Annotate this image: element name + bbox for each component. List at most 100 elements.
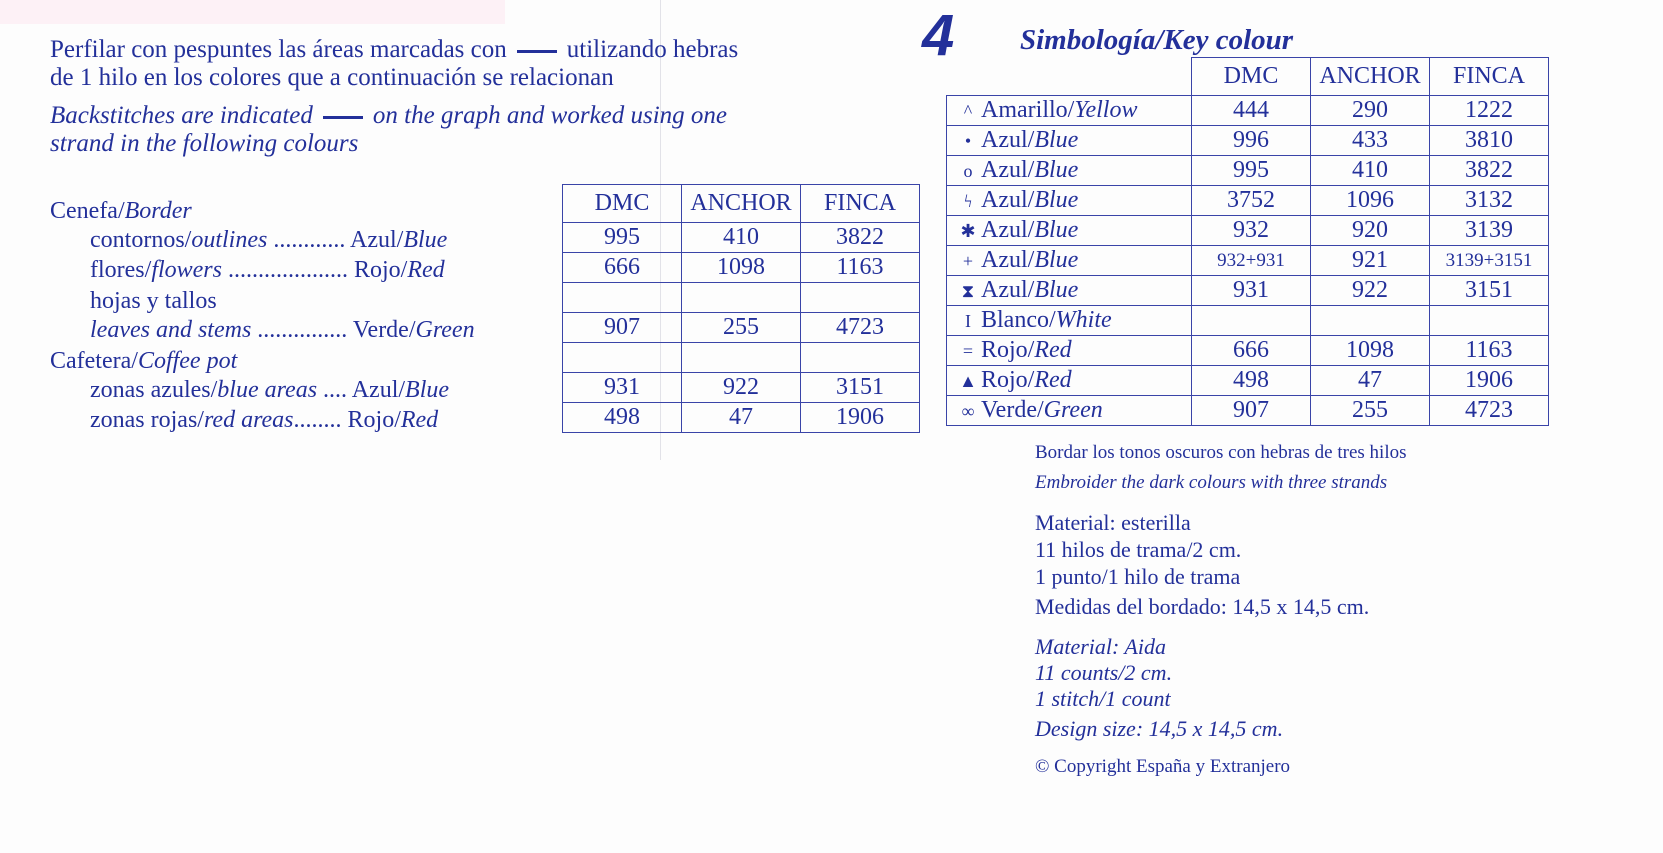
intro-text: Backstitches are indicated (50, 102, 313, 129)
hourglass-symbol-icon: ⧗ (961, 281, 975, 301)
cell-finca: 1906 (800, 402, 920, 433)
cell-dmc: 995 (562, 222, 682, 253)
cell-finca (800, 282, 920, 313)
cell-finca (1429, 305, 1549, 336)
cell-colour: ⧗ Azul/Blue (946, 275, 1192, 306)
table-row: ϟ Azul/Blue 3752 1096 3132 (946, 185, 1549, 216)
cell-anchor: 922 (681, 372, 801, 403)
intro-en-line1: Backstitches are indicated on the graph a… (50, 102, 727, 130)
intro-es-line2: de 1 hilo en los colores que a continuac… (50, 64, 614, 91)
colour-es: Azul/ (981, 157, 1035, 183)
table-row: I Blanco/White (946, 305, 1549, 336)
cell-dmc: 3752 (1191, 185, 1311, 216)
material-es-1: 11 hilos de trama/2 cm. (1035, 537, 1242, 562)
colour-en: Yellow (1074, 97, 1138, 123)
cell-finca (800, 342, 920, 373)
strands-note-en: Embroider the dark colours with three st… (1035, 472, 1388, 493)
cell-finca: 1163 (800, 252, 920, 283)
cell-dmc (1191, 305, 1311, 336)
backstitch-label: Cafetera/Coffee pot (50, 348, 237, 375)
plus-symbol-icon: + (962, 251, 974, 271)
triangle-symbol-icon: ▲ (959, 371, 977, 391)
cell-dmc: 907 (1191, 395, 1311, 426)
backstitch-label: zonas rojas/red areas........ Rojo/Red (90, 407, 438, 434)
colour-en: Blue (1034, 127, 1079, 153)
material-en-0: Material: Aida (1035, 634, 1166, 659)
strands-note-es: Bordar los tonos oscuros con hebras de t… (1035, 442, 1407, 463)
backstitch-label: hojas y tallos (90, 288, 217, 315)
cell-dmc: 907 (562, 312, 682, 343)
colour-en: Blue (1034, 277, 1079, 303)
label-colour-en: Red (407, 257, 445, 283)
colour-es: Blanco/ (981, 307, 1056, 333)
intro-en-line2: strand in the following colours (50, 130, 359, 157)
cell-dmc: 498 (562, 402, 682, 433)
colour-es: Rojo/ (981, 367, 1035, 393)
cell-dmc: 931 (1191, 275, 1311, 306)
colour-es: Azul/ (981, 247, 1035, 273)
cell-anchor: 433 (1310, 125, 1430, 156)
key-title: Simbología/Key colour (1020, 24, 1294, 56)
dot-symbol-icon: • (964, 131, 972, 151)
label-es: flores/ (90, 257, 152, 283)
table-row: ✱ Azul/Blue 932 920 3139 (946, 215, 1549, 246)
colour-en: Green (1043, 397, 1103, 423)
colour-es: Amarillo/ (981, 97, 1075, 123)
label-en: blue areas (217, 377, 318, 403)
cell-colour: ^ Amarillo/Yellow (946, 95, 1192, 126)
colour-en: Blue (1034, 187, 1079, 213)
table-row (562, 282, 920, 313)
intro-text: utilizando hebras (566, 36, 739, 63)
col-header-anchor: ANCHOR (1310, 57, 1430, 96)
table-row: • Azul/Blue 996 433 3810 (946, 125, 1549, 156)
cell-anchor: 47 (681, 402, 801, 433)
cell-colour: I Blanco/White (946, 305, 1192, 336)
cell-dmc: 498 (1191, 365, 1311, 396)
material-es-0: Material: esterilla (1035, 510, 1191, 535)
table-row: 907 255 4723 (562, 312, 920, 343)
label-en: red areas (203, 407, 294, 433)
cell-anchor: 410 (681, 222, 801, 253)
cell-dmc: 995 (1191, 155, 1311, 186)
backstitch-label: leaves and stems ............... Verde/G… (90, 317, 475, 344)
cell-dmc: 996 (1191, 125, 1311, 156)
page-number: 4 (922, 3, 955, 68)
cell-dmc: 666 (562, 252, 682, 283)
table-row: 995 410 3822 (562, 222, 920, 253)
colour-en: Blue (1034, 247, 1079, 273)
colour-es: Azul/ (981, 187, 1035, 213)
cell-finca: 3810 (1429, 125, 1549, 156)
colour-en: Red (1034, 367, 1072, 393)
cell-dmc: 932 (1191, 215, 1311, 246)
table-row: ∞ Verde/Green 907 255 4723 (946, 395, 1549, 426)
table-row: + Azul/Blue 932+931 921 3139+3151 (946, 245, 1549, 276)
col-header-dmc: DMC (562, 184, 682, 223)
cell-finca: 4723 (800, 312, 920, 343)
cell-dmc: 931 (562, 372, 682, 403)
key-colour-table: DMC ANCHOR FINCA ^ Amarillo/Yellow 444 290 1… (946, 57, 1549, 426)
cell-finca: 3822 (800, 222, 920, 253)
table-row: = Rojo/Red 666 1098 1163 (946, 335, 1549, 366)
label-en: outlines (191, 227, 268, 253)
cell-dmc: 444 (1191, 95, 1311, 126)
label-es: zonas azules/ (90, 377, 218, 403)
colour-es: Azul/ (981, 277, 1035, 303)
cell-anchor: 921 (1310, 245, 1430, 276)
label-colour-en: Blue (405, 377, 450, 403)
cell-colour: ϟ Azul/Blue (946, 185, 1192, 216)
label-en: leaves and stems (90, 317, 252, 343)
label-colour: .................... Rojo/ (222, 257, 408, 283)
material-es-2: 1 punto/1 hilo de trama (1035, 564, 1241, 589)
cell-finca: 1906 (1429, 365, 1549, 396)
col-header-dmc: DMC (1191, 57, 1311, 96)
cell-colour: ▲ Rojo/Red (946, 365, 1192, 396)
cell-anchor (681, 342, 801, 373)
cell-anchor (681, 282, 801, 313)
table-row: ^ Amarillo/Yellow 444 290 1222 (946, 95, 1549, 126)
cell-anchor: 1098 (681, 252, 801, 283)
intro-es-line1: Perfilar con pespuntes las áreas marcada… (50, 36, 738, 64)
material-es-3: Medidas del bordado: 14,5 x 14,5 cm. (1035, 594, 1370, 619)
cell-finca: 3822 (1429, 155, 1549, 186)
asterisk-symbol-icon: ✱ (960, 221, 976, 241)
label-colour: ............... Verde/ (251, 317, 416, 343)
